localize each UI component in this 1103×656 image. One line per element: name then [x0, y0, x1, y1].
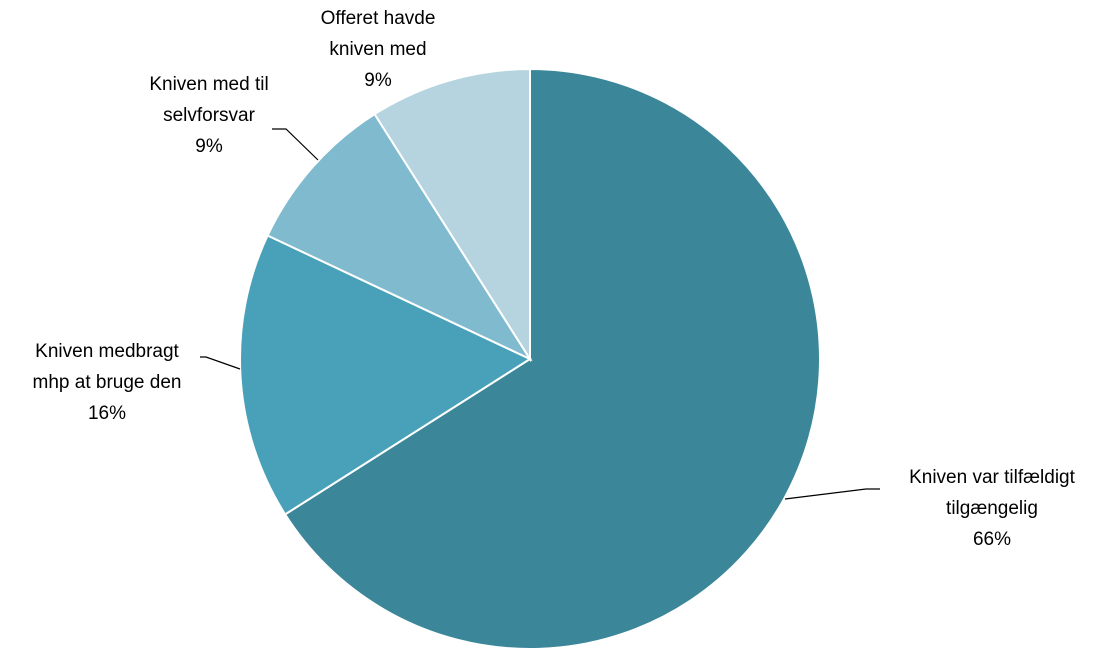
slices-layer	[239, 67, 821, 650]
slice-label-4: Offeret havde kniven med 9%	[321, 8, 436, 91]
labels-layer: Kniven var tilfældigt tilgængelig 66%Knive…	[33, 8, 1076, 550]
pie-slice-3	[266, 112, 533, 362]
slice-category-label: selvforsvar	[163, 105, 256, 126]
leader-line-3	[272, 128, 319, 161]
leader-line-1	[784, 488, 880, 500]
slice-category-label: tilgængelig	[946, 498, 1038, 519]
slice-category-label: kniven med	[329, 39, 426, 60]
slice-value-label: 16%	[88, 403, 126, 424]
leader-lines-layer	[200, 128, 880, 500]
slice-category-label: Kniven var tilfældigt	[909, 467, 1076, 488]
slice-value-label: 66%	[973, 529, 1011, 550]
slice-label-2: Kniven medbragt mhp at bruge den 16%	[33, 341, 182, 424]
slice-category-label: Kniven med til	[149, 74, 268, 95]
slice-label-1: Kniven var tilfældigt tilgængelig 66%	[909, 467, 1076, 550]
pie-slice-4	[373, 67, 531, 363]
slice-value-label: 9%	[364, 70, 392, 91]
slice-category-label: Offeret havde	[321, 8, 436, 29]
slice-category-label: mhp at bruge den	[33, 372, 182, 393]
slice-category-label: Kniven medbragt	[35, 341, 179, 362]
slice-value-label: 9%	[195, 136, 223, 157]
pie-slice-1	[283, 67, 821, 650]
slice-label-3: Kniven med til selvforsvar 9%	[149, 74, 268, 157]
leader-line-2	[200, 356, 241, 370]
pie-slice-2	[239, 234, 533, 516]
